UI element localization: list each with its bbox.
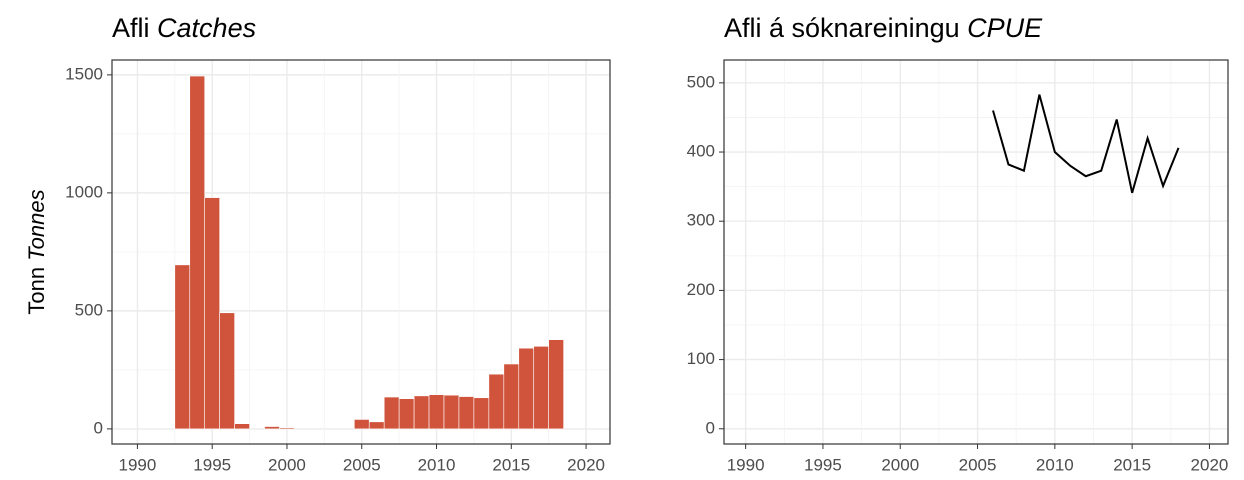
plot-border <box>723 59 1229 445</box>
plot-background <box>724 60 1228 444</box>
bar <box>413 395 430 430</box>
x-tick-label: 1990 <box>727 455 765 474</box>
ylabel-text: Tonn <box>24 267 49 315</box>
x-tick-label: 1995 <box>193 455 231 474</box>
bar <box>189 75 206 430</box>
chart-title: Afli á sóknareiningu CPUE <box>724 13 1043 43</box>
x-tick-label: 2020 <box>1191 455 1229 474</box>
bar <box>279 427 295 430</box>
chart-title: Afli Catches <box>112 13 256 43</box>
bar <box>398 398 415 430</box>
x-tick-label: 2000 <box>881 455 919 474</box>
bar <box>428 394 445 430</box>
x-tick-label: 2010 <box>1036 455 1074 474</box>
bar <box>518 347 535 430</box>
x-tick-label: 2010 <box>418 455 456 474</box>
y-tick-label: 300 <box>687 211 715 230</box>
y-tick-label: 100 <box>687 349 715 368</box>
title-text: Afli <box>112 13 150 43</box>
title-italic: Catches <box>157 13 256 43</box>
bar <box>174 264 191 430</box>
bar <box>473 397 490 430</box>
line <box>992 94 1180 194</box>
title-italic: CPUE <box>967 13 1043 43</box>
y-tick-label: 400 <box>687 142 715 161</box>
bar <box>353 419 370 430</box>
bar <box>219 312 235 430</box>
bar <box>458 396 475 430</box>
y-axis-label: Tonn Tonnes <box>24 189 49 314</box>
x-tick-label: 2015 <box>1113 455 1151 474</box>
x-tick-label: 2020 <box>567 455 605 474</box>
y-tick-label: 0 <box>706 418 715 437</box>
x-tick-label: 2005 <box>959 455 997 474</box>
y-tick-label: 500 <box>75 300 103 319</box>
x-tick-label: 2000 <box>268 455 306 474</box>
bar <box>488 373 505 430</box>
bar <box>533 345 549 430</box>
bar <box>383 396 400 430</box>
bar <box>548 339 564 430</box>
bar <box>204 197 220 430</box>
y-tick-label: 200 <box>687 280 715 299</box>
plot-border <box>111 59 611 445</box>
x-tick-label: 2015 <box>492 455 530 474</box>
x-tick-label: 1995 <box>804 455 842 474</box>
y-tick-label: 500 <box>687 72 715 91</box>
y-tick-label: 1000 <box>65 182 103 201</box>
x-tick-label: 2005 <box>343 455 381 474</box>
bar <box>264 426 280 430</box>
y-tick-label: 1500 <box>65 64 103 83</box>
bar <box>368 421 385 430</box>
title-text: Afli á sóknareiningu <box>724 13 960 43</box>
bar <box>503 363 520 430</box>
y-tick-label: 0 <box>94 418 103 437</box>
bar <box>443 394 460 430</box>
bar <box>234 423 250 430</box>
ylabel-italic: Tonnes <box>24 189 49 260</box>
x-tick-label: 1990 <box>119 455 157 474</box>
